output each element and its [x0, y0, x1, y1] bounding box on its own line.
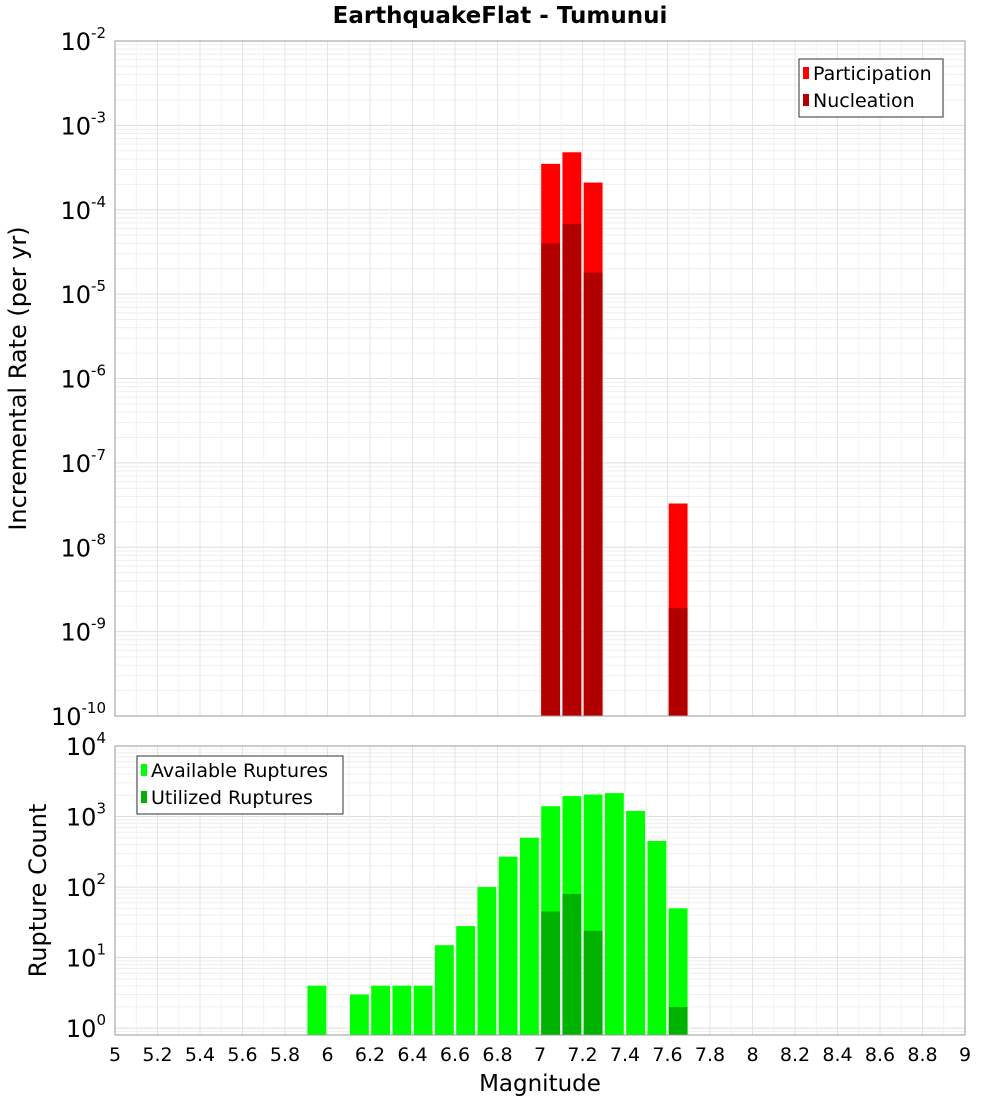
x-tick-label: 6.6 — [440, 1044, 470, 1066]
plot-frame-rate — [114, 40, 966, 717]
bar-available-ruptures — [626, 810, 646, 1035]
bar-available-ruptures — [519, 837, 539, 1035]
bar-available-ruptures — [647, 841, 667, 1035]
series-nucleation — [541, 223, 688, 717]
y-tick-label: 102 — [66, 870, 106, 902]
y-tick-label: 10-9 — [60, 615, 106, 647]
y-tick-label: 10-3 — [60, 108, 106, 140]
legend-swatch — [141, 764, 147, 776]
x-tick-label: 5.8 — [270, 1044, 300, 1066]
legend-swatch — [141, 791, 147, 803]
legend-label: Utilized Ruptures — [151, 787, 313, 809]
bar-nucleation — [541, 243, 561, 717]
y-axis-label-count: Rupture Count — [24, 804, 52, 978]
legend-swatch — [803, 67, 809, 79]
bar-available-ruptures — [668, 908, 688, 1035]
y-tick-label: 100 — [66, 1011, 106, 1043]
chart-title: EarthquakeFlat - Tumunui — [333, 3, 668, 29]
y-tick-label: 10-6 — [60, 362, 106, 394]
x-tick-label: 6 — [321, 1044, 333, 1066]
legend-swatch — [803, 94, 809, 106]
x-tick-label: 7.6 — [652, 1044, 682, 1066]
bar-available-ruptures — [477, 887, 497, 1035]
bar-available-ruptures — [456, 926, 476, 1035]
x-tick-label: 9 — [959, 1044, 971, 1066]
bar-utilized-ruptures — [668, 1006, 688, 1035]
legend-label: Available Ruptures — [151, 760, 328, 782]
panel-rate: 10-2 10-3 10-4 10-5 10-6 10-7 10-8 10-9 10-10 Inc… — [4, 24, 966, 731]
x-tick-label: 5 — [109, 1044, 121, 1066]
x-axis-label: Magnitude — [479, 1071, 601, 1097]
bar-utilized-ruptures — [583, 930, 603, 1035]
x-tick-label: 5.4 — [185, 1044, 215, 1066]
x-tick-label: 8.8 — [907, 1044, 937, 1066]
y-tick-label: 10-8 — [60, 530, 106, 562]
x-tick-labels: 5 5.2 5.4 5.6 5.8 6 6.2 6.4 6.6 6.8 7 7.2 7.4 7.6 7.8 8… — [109, 1044, 971, 1066]
x-tick-label: 8.4 — [822, 1044, 852, 1066]
legend-label: Participation — [813, 63, 932, 85]
legend-box — [798, 58, 944, 118]
x-tick-label: 7.4 — [610, 1044, 640, 1066]
legend-rate: Participation Nucleation — [798, 58, 944, 118]
legend-label: Nucleation — [813, 90, 915, 112]
bar-utilized-ruptures — [562, 893, 582, 1035]
x-tick-label: 6.4 — [397, 1044, 427, 1066]
y-tick-label: 101 — [66, 941, 106, 973]
x-tick-label: 7 — [534, 1044, 546, 1066]
series-utilized-ruptures — [541, 893, 688, 1035]
x-tick-label: 7.2 — [567, 1044, 597, 1066]
x-tick-label: 6.8 — [482, 1044, 512, 1066]
legend-box — [136, 755, 344, 815]
bar-nucleation — [668, 608, 688, 716]
x-tick-label: 8.2 — [780, 1044, 810, 1066]
y-tick-label: 10-2 — [60, 24, 106, 56]
y-tick-label: 10-4 — [60, 193, 106, 225]
legend-count: Available Ruptures Utilized Ruptures — [136, 755, 344, 815]
y-tick-label: 10-10 — [51, 699, 106, 731]
bar-available-ruptures — [413, 985, 433, 1035]
x-tick-label: 8.6 — [865, 1044, 895, 1066]
y-axis-label-rate: Incremental Rate (per yr) — [4, 226, 32, 530]
x-tick-label: 5.2 — [142, 1044, 172, 1066]
bar-nucleation — [562, 223, 582, 716]
x-tick-label: 5.6 — [227, 1044, 257, 1066]
y-tick-label: 103 — [66, 800, 106, 832]
bar-available-ruptures — [371, 985, 391, 1035]
bar-nucleation — [583, 272, 603, 716]
panel-count: 104 103 102 101 100 Rupture Count Available Ru… — [24, 729, 966, 1043]
x-tick-label: 8 — [746, 1044, 758, 1066]
y-tick-label: 10-7 — [60, 446, 106, 478]
bar-available-ruptures — [349, 994, 369, 1035]
bar-available-ruptures — [434, 945, 454, 1035]
y-tick-label: 104 — [66, 729, 106, 761]
bar-available-ruptures — [604, 793, 624, 1035]
bar-utilized-ruptures — [541, 911, 561, 1035]
plot-frame-count — [114, 745, 966, 1036]
bar-available-ruptures — [392, 985, 412, 1035]
x-tick-label: 6.2 — [355, 1044, 385, 1066]
y-tick-label: 10-5 — [60, 277, 106, 309]
x-tick-label: 7.8 — [695, 1044, 725, 1066]
grid-rate — [114, 40, 966, 717]
bar-available-ruptures — [307, 985, 327, 1035]
series-available-ruptures — [307, 793, 688, 1035]
bar-available-ruptures — [498, 856, 518, 1035]
